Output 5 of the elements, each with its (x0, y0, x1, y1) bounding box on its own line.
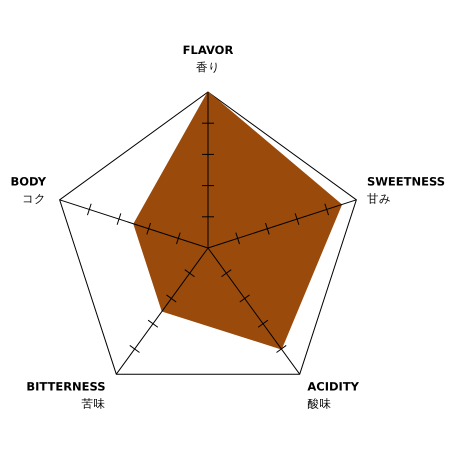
spoke-label: SWEETNESS 甘み (366, 174, 446, 206)
spoke-label: ACIDITY 酸味 (307, 380, 360, 411)
spoke-label: BODY コク (10, 174, 47, 206)
spoke-label: BITTERNESS 苦味 (26, 380, 106, 411)
spoke-label: FLAVOR 香り (182, 43, 234, 74)
